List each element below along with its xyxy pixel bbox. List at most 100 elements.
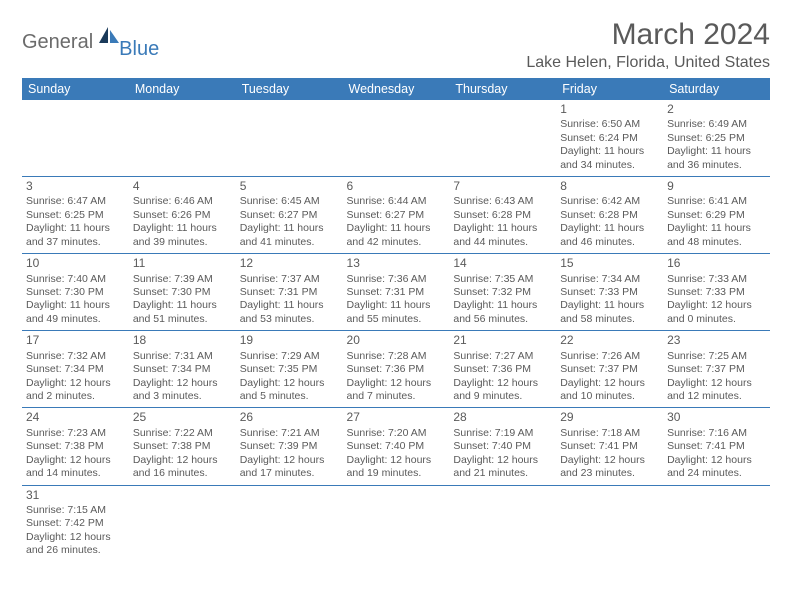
daylight-text: Daylight: 11 hours and 55 minutes. (347, 299, 446, 326)
sunset-text: Sunset: 7:39 PM (240, 440, 339, 453)
day-header: Friday (556, 78, 663, 100)
day-number: 28 (453, 410, 552, 425)
sunrise-text: Sunrise: 7:25 AM (667, 350, 766, 363)
sunrise-text: Sunrise: 7:22 AM (133, 427, 232, 440)
calendar-row: 17 Sunrise: 7:32 AM Sunset: 7:34 PM Dayligh… (22, 331, 770, 408)
calendar-cell (449, 100, 556, 177)
calendar-cell (129, 485, 236, 562)
daylight-text: Daylight: 12 hours and 5 minutes. (240, 377, 339, 404)
sunrise-text: Sunrise: 6:42 AM (560, 195, 659, 208)
calendar-cell (129, 100, 236, 177)
sunset-text: Sunset: 6:24 PM (560, 132, 659, 145)
day-header: Thursday (449, 78, 556, 100)
day-number: 23 (667, 333, 766, 348)
daylight-text: Daylight: 11 hours and 42 minutes. (347, 222, 446, 249)
day-number: 2 (667, 102, 766, 117)
sunrise-text: Sunrise: 7:23 AM (26, 427, 125, 440)
calendar-cell: 16Sunrise: 7:33 AMSunset: 7:33 PMDayligh… (663, 254, 770, 331)
daylight-text: Daylight: 11 hours and 34 minutes. (560, 145, 659, 172)
daylight-text: Daylight: 12 hours and 21 minutes. (453, 454, 552, 481)
sunrise-text: Sunrise: 7:28 AM (347, 350, 446, 363)
calendar-cell: 23Sunrise: 7:25 AMSunset: 7:37 PMDayligh… (663, 331, 770, 408)
sunset-text: Sunset: 7:32 PM (453, 286, 552, 299)
calendar-cell (236, 485, 343, 562)
daylight-text: Daylight: 12 hours and 14 minutes. (26, 454, 125, 481)
calendar-cell (556, 485, 663, 562)
day-number: 11 (133, 256, 232, 271)
sunrise-text: Sunrise: 7:19 AM (453, 427, 552, 440)
calendar-cell: 4Sunrise: 6:46 AMSunset: 6:26 PMDaylight… (129, 177, 236, 254)
calendar-cell: 11Sunrise: 7:39 AMSunset: 7:30 PMDayligh… (129, 254, 236, 331)
sunset-text: Sunset: 7:36 PM (453, 363, 552, 376)
daylight-text: Daylight: 11 hours and 39 minutes. (133, 222, 232, 249)
sunrise-text: Sunrise: 7:40 AM (26, 273, 125, 286)
calendar-cell: 10Sunrise: 7:40 AMSunset: 7:30 PMDayligh… (22, 254, 129, 331)
day-number: 27 (347, 410, 446, 425)
daylight-text: Daylight: 11 hours and 56 minutes. (453, 299, 552, 326)
page-title: March 2024 (526, 18, 770, 52)
calendar-cell: 12Sunrise: 7:37 AMSunset: 7:31 PMDayligh… (236, 254, 343, 331)
sunrise-text: Sunrise: 7:36 AM (347, 273, 446, 286)
day-number: 6 (347, 179, 446, 194)
sunrise-text: Sunrise: 7:26 AM (560, 350, 659, 363)
daylight-text: Daylight: 11 hours and 49 minutes. (26, 299, 125, 326)
sunset-text: Sunset: 7:31 PM (240, 286, 339, 299)
daylight-text: Daylight: 12 hours and 17 minutes. (240, 454, 339, 481)
sunset-text: Sunset: 7:36 PM (347, 363, 446, 376)
calendar-cell (449, 485, 556, 562)
calendar-header-row: SundayMondayTuesdayWednesdayThursdayFrid… (22, 78, 770, 100)
sunset-text: Sunset: 7:40 PM (347, 440, 446, 453)
daylight-text: Daylight: 12 hours and 19 minutes. (347, 454, 446, 481)
calendar-cell (663, 485, 770, 562)
sunrise-text: Sunrise: 6:49 AM (667, 118, 766, 131)
sunrise-text: Sunrise: 7:29 AM (240, 350, 339, 363)
sunrise-text: Sunrise: 7:32 AM (26, 350, 125, 363)
day-number: 13 (347, 256, 446, 271)
calendar-cell: 22Sunrise: 7:26 AMSunset: 7:37 PMDayligh… (556, 331, 663, 408)
sunset-text: Sunset: 7:42 PM (26, 517, 125, 530)
calendar-cell: 8Sunrise: 6:42 AMSunset: 6:28 PMDaylight… (556, 177, 663, 254)
day-number: 20 (347, 333, 446, 348)
day-number: 16 (667, 256, 766, 271)
daylight-text: Daylight: 11 hours and 41 minutes. (240, 222, 339, 249)
calendar-cell: 19Sunrise: 7:29 AMSunset: 7:35 PMDayligh… (236, 331, 343, 408)
sunset-text: Sunset: 6:28 PM (560, 209, 659, 222)
location-text: Lake Helen, Florida, United States (526, 54, 770, 72)
sunset-text: Sunset: 7:34 PM (133, 363, 232, 376)
calendar-body: 1Sunrise: 6:50 AMSunset: 6:24 PMDaylight… (22, 100, 770, 562)
sunset-text: Sunset: 6:26 PM (133, 209, 232, 222)
day-header: Saturday (663, 78, 770, 100)
calendar-cell: 1Sunrise: 6:50 AMSunset: 6:24 PMDaylight… (556, 100, 663, 177)
calendar-cell: 25Sunrise: 7:22 AMSunset: 7:38 PMDayligh… (129, 408, 236, 485)
calendar-cell: 6Sunrise: 6:44 AMSunset: 6:27 PMDaylight… (343, 177, 450, 254)
calendar-cell: 24Sunrise: 7:23 AMSunset: 7:38 PMDayligh… (22, 408, 129, 485)
calendar-cell: 29Sunrise: 7:18 AMSunset: 7:41 PMDayligh… (556, 408, 663, 485)
sunrise-text: Sunrise: 6:47 AM (26, 195, 125, 208)
day-number: 4 (133, 179, 232, 194)
calendar-cell: 21Sunrise: 7:27 AMSunset: 7:36 PMDayligh… (449, 331, 556, 408)
daylight-text: Daylight: 12 hours and 7 minutes. (347, 377, 446, 404)
sunrise-text: Sunrise: 7:18 AM (560, 427, 659, 440)
day-number: 1 (560, 102, 659, 117)
sunrise-text: Sunrise: 7:37 AM (240, 273, 339, 286)
sunrise-text: Sunrise: 6:43 AM (453, 195, 552, 208)
day-number: 26 (240, 410, 339, 425)
sunrise-text: Sunrise: 6:50 AM (560, 118, 659, 131)
sunset-text: Sunset: 7:35 PM (240, 363, 339, 376)
title-block: March 2024 Lake Helen, Florida, United S… (526, 18, 770, 72)
day-number: 14 (453, 256, 552, 271)
calendar-cell: 5Sunrise: 6:45 AMSunset: 6:27 PMDaylight… (236, 177, 343, 254)
daylight-text: Daylight: 11 hours and 37 minutes. (26, 222, 125, 249)
sunrise-text: Sunrise: 7:20 AM (347, 427, 446, 440)
calendar-cell: 7Sunrise: 6:43 AMSunset: 6:28 PMDaylight… (449, 177, 556, 254)
sunset-text: Sunset: 6:27 PM (347, 209, 446, 222)
logo: General Blue (22, 24, 159, 61)
daylight-text: Daylight: 12 hours and 16 minutes. (133, 454, 232, 481)
sunset-text: Sunset: 7:30 PM (133, 286, 232, 299)
sunset-text: Sunset: 6:27 PM (240, 209, 339, 222)
sunrise-text: Sunrise: 7:15 AM (26, 504, 125, 517)
daylight-text: Daylight: 12 hours and 26 minutes. (26, 531, 125, 558)
logo-text-general: General (22, 31, 93, 54)
calendar-cell: 14Sunrise: 7:35 AMSunset: 7:32 PMDayligh… (449, 254, 556, 331)
day-number: 17 (26, 333, 125, 348)
